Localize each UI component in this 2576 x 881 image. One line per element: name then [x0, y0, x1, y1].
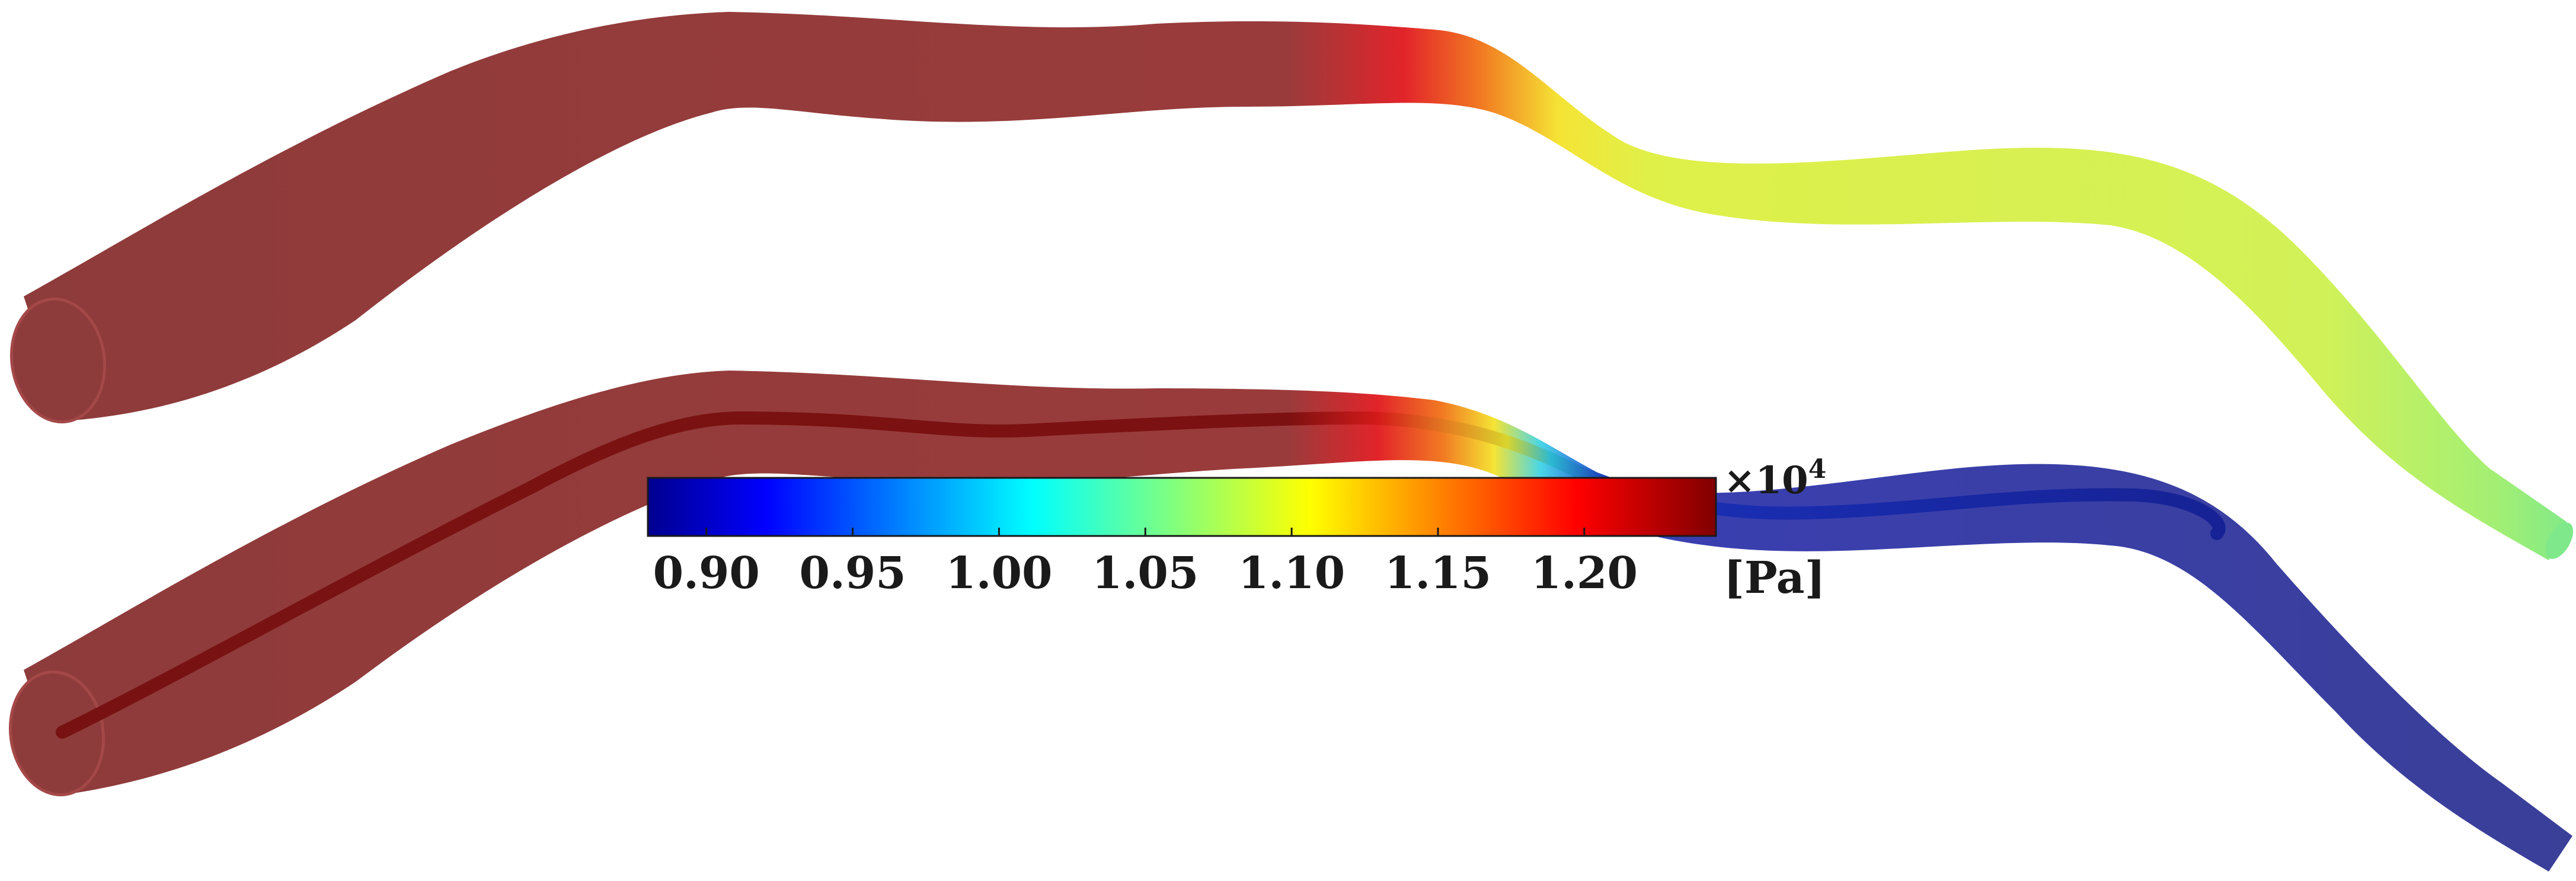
colorbar-gradient	[647, 477, 1717, 537]
lower-vessel	[8, 371, 2572, 872]
lower-vessel-centerline	[56, 411, 2226, 739]
upper-vessel-inlet	[9, 297, 107, 424]
colorbar-tick-label: 1.15	[1385, 548, 1491, 599]
colorbar: 0.90 0.95 1.00 1.05 1.10 1.15 1.20 ×104 [Pa]	[647, 454, 1826, 604]
colorbar-exponent: 4	[1808, 454, 1827, 484]
colorbar-tick-label: 0.90	[653, 548, 760, 599]
colorbar-tick-label: 1.20	[1531, 548, 1638, 599]
colorbar-ticks: 0.90 0.95 1.00 1.05 1.10 1.15 1.20	[653, 528, 1638, 599]
lower-vessel-body	[24, 371, 2572, 872]
upper-vessel-outlet	[2545, 522, 2574, 559]
colorbar-tick-label: 0.95	[799, 548, 906, 599]
colorbar-tick-label: 1.05	[1092, 548, 1198, 599]
colorbar-tick-label: 1.10	[1238, 548, 1345, 599]
colorbar-tick-label: 1.00	[945, 548, 1052, 599]
colorbar-unit: [Pa]	[1724, 553, 1826, 604]
colorbar-multiplier: ×104	[1724, 454, 1826, 503]
upper-vessel	[9, 12, 2574, 560]
